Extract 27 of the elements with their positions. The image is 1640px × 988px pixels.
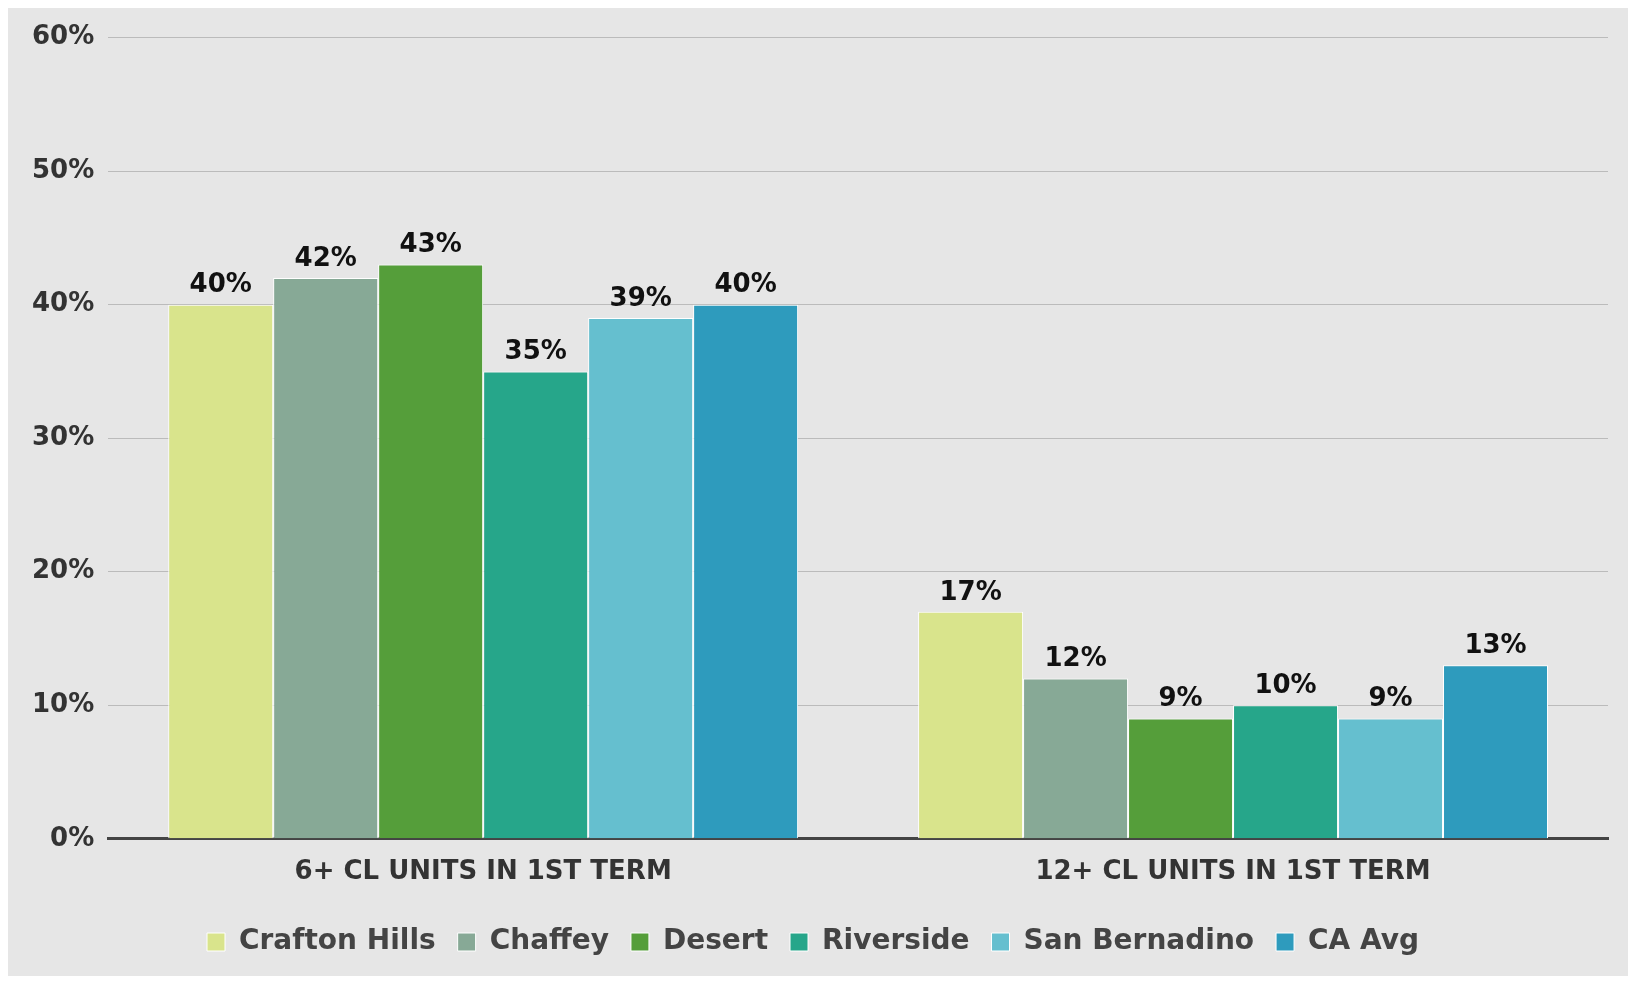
data-label: 40% xyxy=(714,268,777,299)
legend-label: Chaffey xyxy=(489,923,609,957)
legend-label: Riverside xyxy=(822,923,970,957)
data-label: 13% xyxy=(1464,628,1527,659)
x-tick-label: 6+ CL UNITS IN 1ST TERM xyxy=(294,855,672,886)
data-label: 40% xyxy=(189,268,252,299)
data-label: 17% xyxy=(939,575,1002,606)
data-label: 10% xyxy=(1254,669,1317,700)
y-tick-label: 10% xyxy=(32,688,95,719)
data-label: 39% xyxy=(609,281,672,312)
y-tick-label: 30% xyxy=(32,420,95,451)
data-label: 9% xyxy=(1158,682,1203,713)
data-label: 9% xyxy=(1368,682,1413,713)
y-tick-label: 40% xyxy=(32,287,95,318)
data-label: 42% xyxy=(294,241,357,272)
x-tick-label: 12+ CL UNITS IN 1ST TERM xyxy=(1035,855,1431,886)
y-tick-label: 20% xyxy=(32,554,95,585)
y-tick-label: 50% xyxy=(32,153,95,184)
y-tick-label: 60% xyxy=(32,20,95,51)
legend-label: San Bernadino xyxy=(1023,923,1255,957)
legend-label: CA Avg xyxy=(1308,923,1419,957)
legend-label: Crafton Hills xyxy=(239,923,436,957)
data-label: 43% xyxy=(399,228,462,259)
legend-label: Desert xyxy=(662,923,769,957)
data-label: 35% xyxy=(504,335,567,366)
data-label: 12% xyxy=(1044,642,1107,673)
y-tick-label: 0% xyxy=(50,821,95,852)
